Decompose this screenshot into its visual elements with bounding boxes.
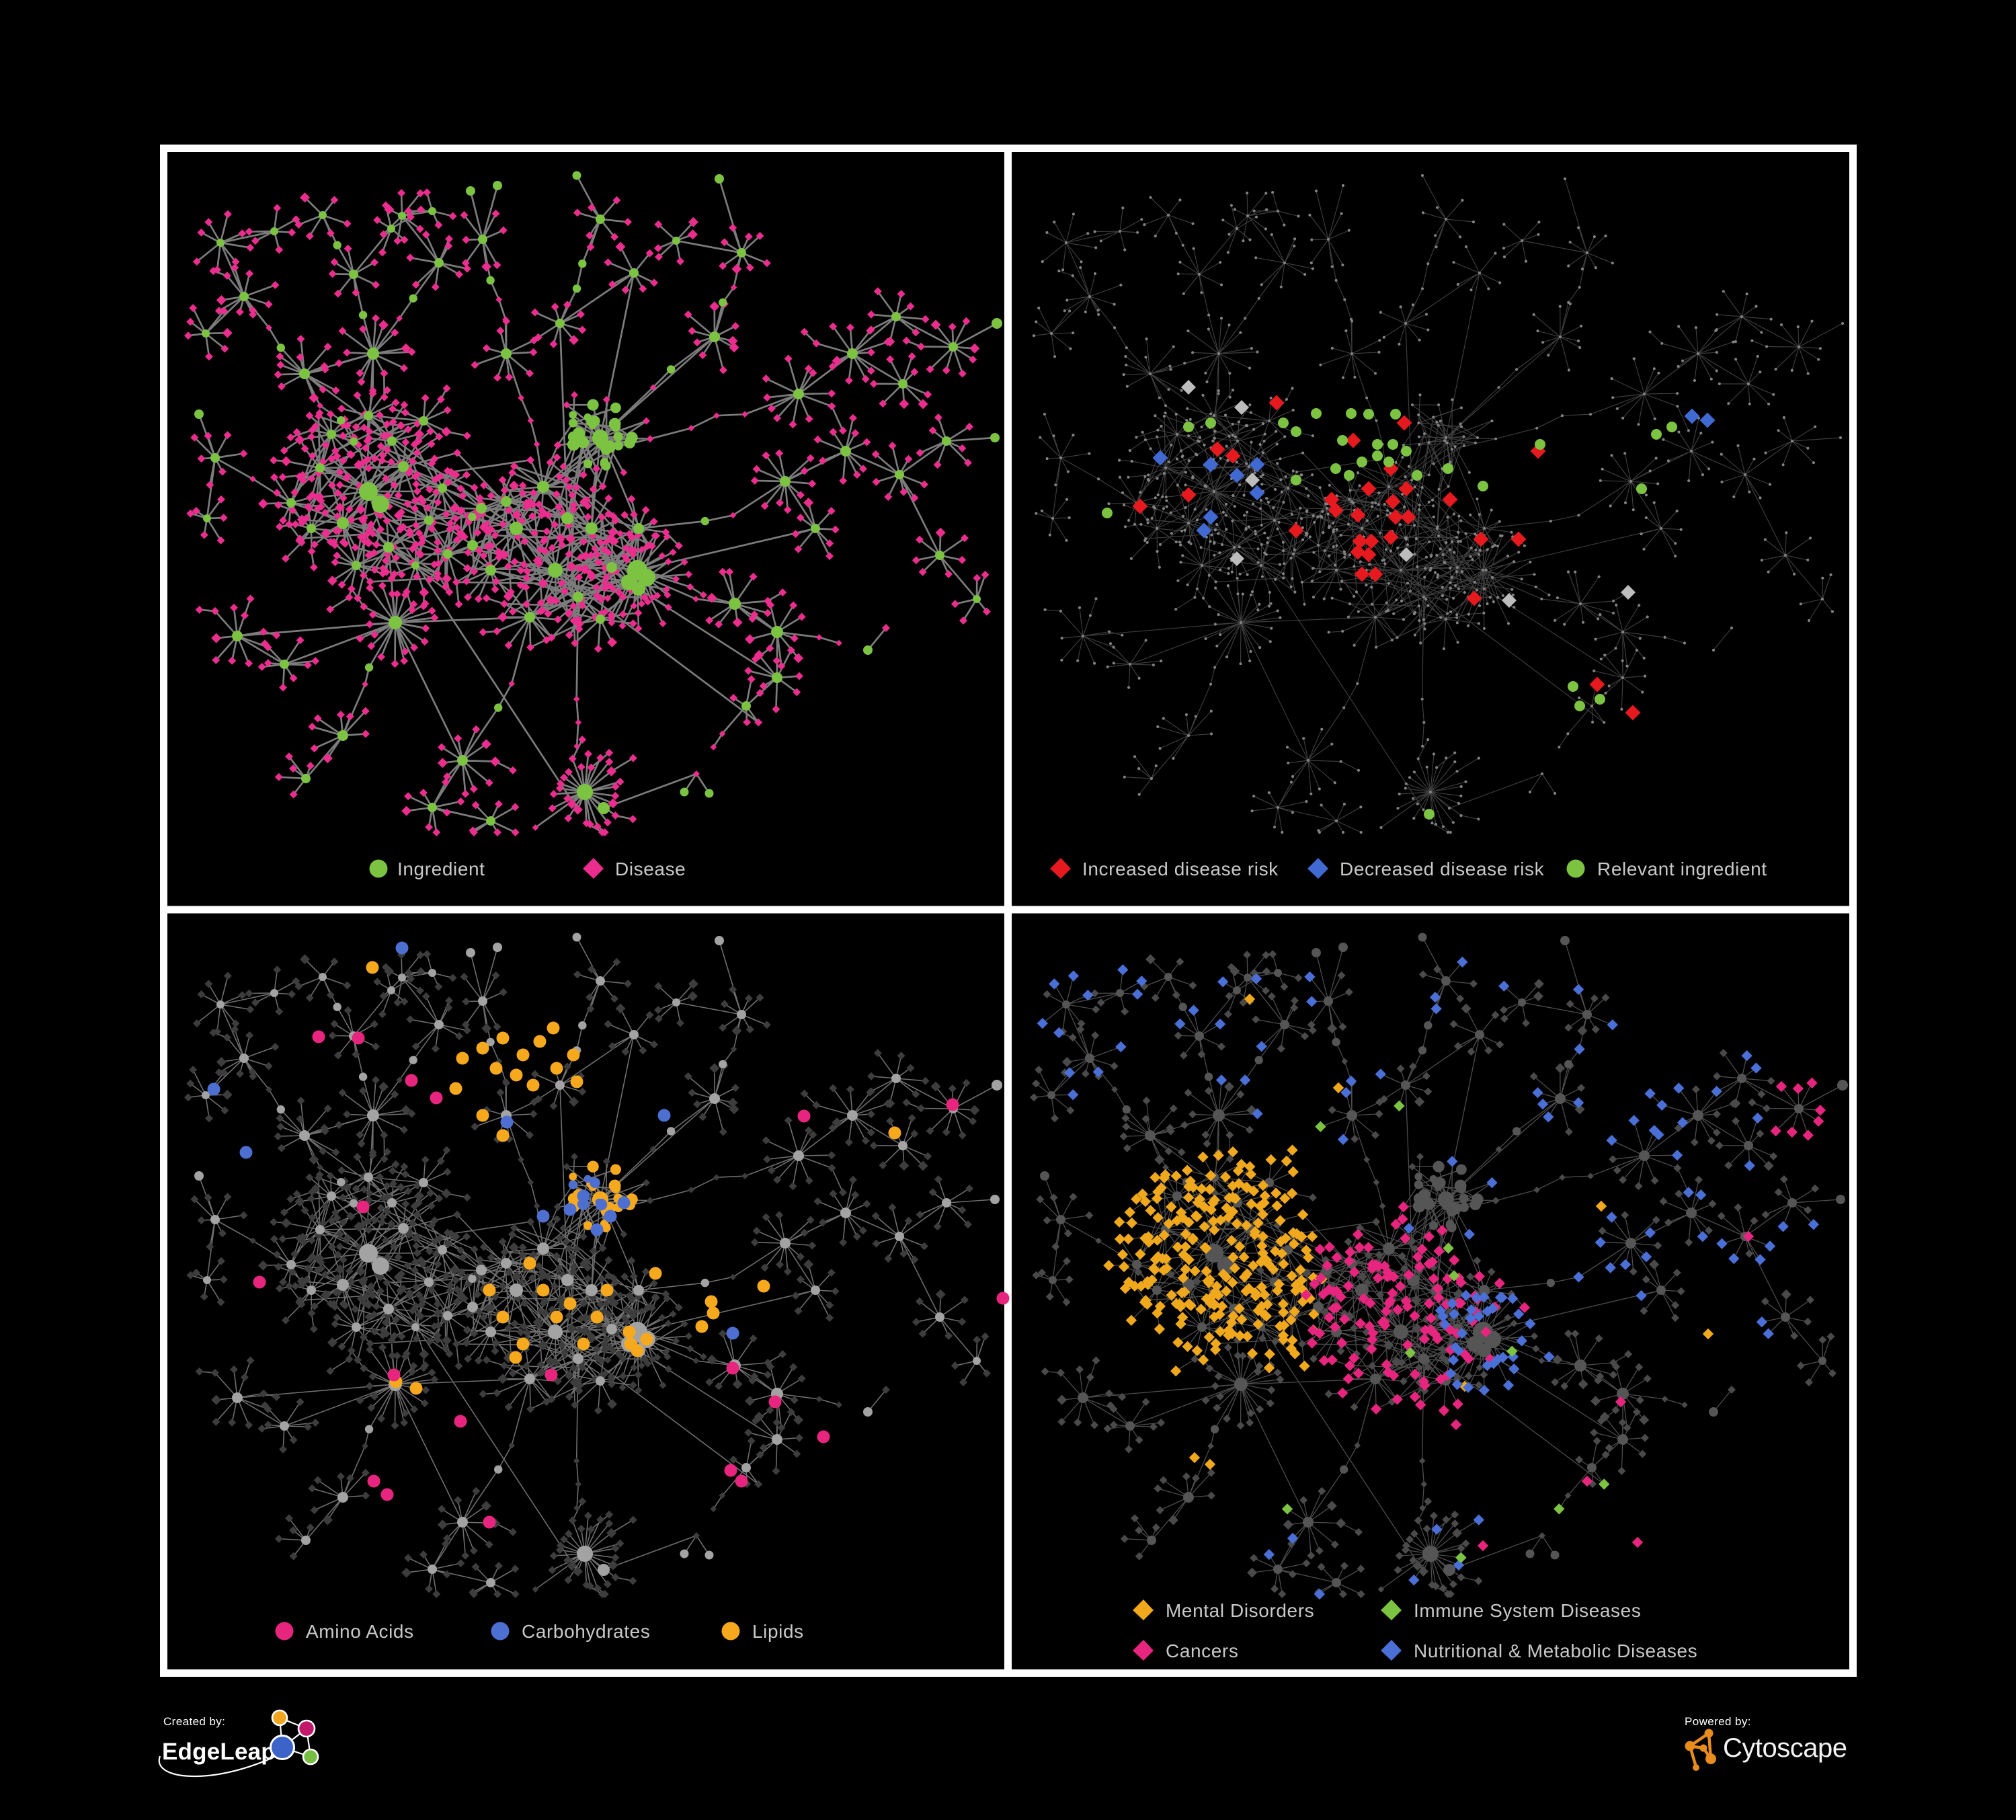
svg-text:Increased disease risk: Increased disease risk xyxy=(1082,859,1279,879)
svg-text:Mental Disorders: Mental Disorders xyxy=(1166,1600,1314,1621)
svg-text:Lipids: Lipids xyxy=(752,1621,804,1642)
svg-text:Immune System Diseases: Immune System Diseases xyxy=(1414,1600,1641,1621)
svg-text:Disease: Disease xyxy=(615,859,686,879)
svg-text:Created by:: Created by: xyxy=(163,1715,225,1728)
svg-text:Cytoscape: Cytoscape xyxy=(1723,1733,1847,1763)
svg-text:Relevant ingredient: Relevant ingredient xyxy=(1597,859,1767,879)
svg-text:EdgeLeap: EdgeLeap xyxy=(162,1739,276,1765)
svg-text:Nutritional & Metabolic Diseas: Nutritional & Metabolic Diseases xyxy=(1414,1640,1697,1661)
svg-text:Powered by:: Powered by: xyxy=(1685,1715,1751,1728)
svg-text:Cancers: Cancers xyxy=(1166,1640,1238,1661)
svg-text:Amino Acids: Amino Acids xyxy=(306,1621,414,1642)
svg-text:Carbohydrates: Carbohydrates xyxy=(522,1621,650,1642)
svg-text:Ingredient: Ingredient xyxy=(397,859,485,879)
svg-text:Decreased disease risk: Decreased disease risk xyxy=(1340,859,1545,879)
